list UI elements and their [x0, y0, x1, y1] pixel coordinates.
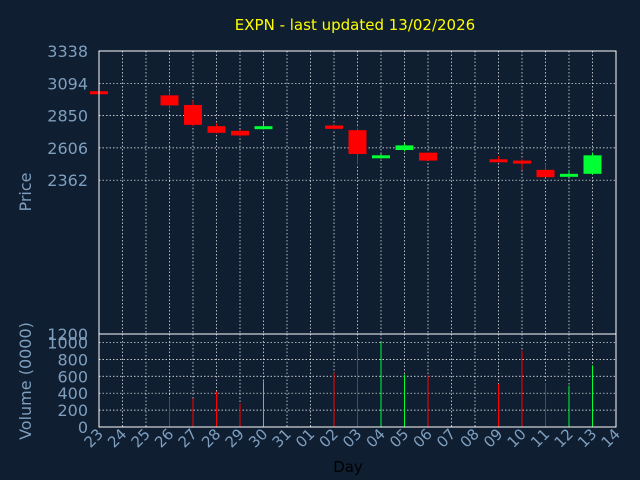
price-tick-label: 3338 [47, 42, 88, 61]
candle-04 [372, 153, 390, 159]
candle-body [160, 95, 179, 106]
candle-12 [560, 169, 578, 177]
price-tick-label: 2362 [47, 171, 88, 190]
volume-tick-label: 800 [57, 350, 88, 369]
price-axis-label: Price [16, 172, 35, 211]
candles [90, 90, 602, 178]
x-axis-label: Day [333, 458, 363, 476]
volume-bars [169, 341, 593, 427]
x-tick-label: 31 [269, 425, 295, 451]
x-tick-label: 26 [151, 425, 177, 451]
volume-tick-label: 1000 [47, 333, 88, 352]
price-axis-ticks: 3338 3094 2850 2606 2362 1200 [47, 42, 88, 344]
candle-05 [395, 143, 414, 152]
candle-body [583, 155, 602, 174]
candle-03 [348, 127, 367, 165]
candle-body [207, 126, 226, 133]
candle-body [254, 126, 273, 130]
candle-26 [160, 90, 179, 109]
volume-tick-label: 600 [57, 367, 88, 386]
x-tick-label: 04 [363, 425, 389, 451]
price-tick-label: 1200 [47, 325, 88, 344]
price-tick-label: 3094 [47, 74, 88, 93]
x-tick-label: 01 [292, 425, 318, 451]
x-tick-label: 10 [504, 425, 530, 451]
price-tick-label: 2850 [47, 107, 88, 126]
volume-tick-label: 200 [57, 401, 88, 420]
volume-axis-label: Volume (0000) [16, 322, 35, 440]
x-tick-label: 30 [245, 425, 271, 451]
x-tick-label: 27 [175, 425, 201, 451]
candle-13 [583, 152, 602, 175]
candle-11 [536, 163, 555, 178]
candle-body [348, 130, 367, 154]
candle-body [372, 155, 390, 159]
x-tick-label: 29 [222, 425, 248, 451]
candle-10 [513, 159, 531, 170]
volume-frame [98, 333, 617, 428]
candle-30 [254, 122, 273, 130]
candle-09 [489, 155, 508, 163]
chart-title: EXPN - last updated 13/02/2026 [235, 16, 475, 34]
candle-body [489, 159, 508, 163]
x-tick-label: 12 [551, 425, 577, 451]
candle-body [513, 160, 531, 164]
candle-body [560, 173, 578, 177]
x-tick-label: 11 [527, 425, 553, 451]
candle-body [419, 152, 437, 161]
x-tick-label: 28 [198, 425, 224, 451]
price-grid [98, 50, 617, 335]
candle-29 [231, 129, 249, 137]
x-tick-label: 25 [128, 425, 154, 451]
x-tick-label: 24 [104, 425, 130, 451]
candle-body [184, 105, 202, 125]
plot-frames [98, 50, 617, 428]
x-tick-label: 13 [574, 425, 600, 451]
x-tick-label: 09 [480, 425, 506, 451]
candle-body [231, 130, 249, 136]
x-tick-label: 05 [386, 425, 412, 451]
x-tick-label: 07 [433, 425, 459, 451]
volume-tick-label: 400 [57, 384, 88, 403]
candle-28 [207, 123, 226, 134]
candle-02 [325, 124, 343, 130]
x-tick-label: 08 [457, 425, 483, 451]
price-tick-label: 2606 [47, 139, 88, 158]
volume-tick-label: 0 [78, 418, 88, 437]
x-tick-label: 03 [339, 425, 365, 451]
x-axis-ticks: 2324252627282930310102030405060708091011… [81, 425, 624, 451]
x-tick-label: 06 [410, 425, 436, 451]
x-tick-label: 14 [598, 425, 624, 451]
candle-body [395, 145, 414, 151]
candle-06 [419, 152, 437, 161]
candle-body [536, 169, 555, 178]
candle-body [325, 125, 343, 129]
x-tick-label: 02 [316, 425, 342, 451]
candle-27 [184, 100, 202, 127]
